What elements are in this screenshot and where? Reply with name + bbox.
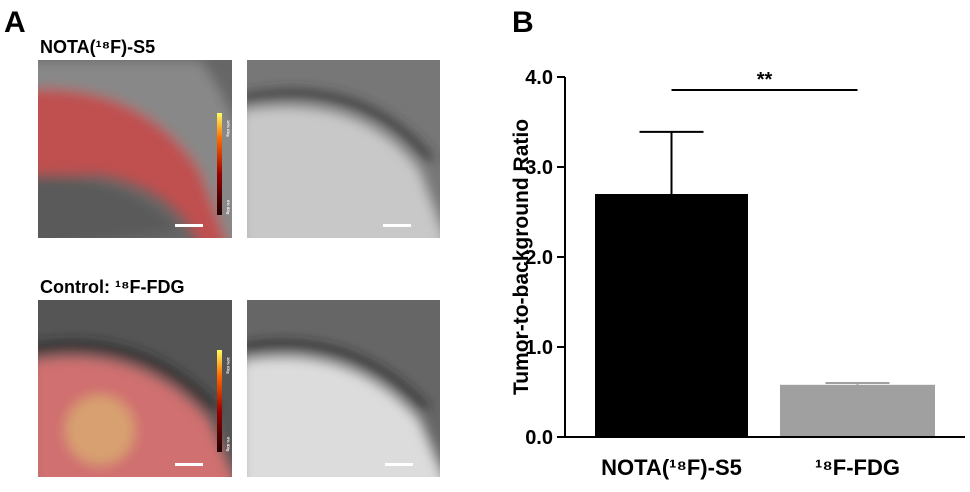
row-title: NOTA(¹⁸F)-S5 (40, 37, 155, 57)
y-tick-label: 0.0 (525, 427, 553, 449)
chart: B Tumor-to-background Ratio 0.0 1.0 2.0 3.0 4.… (510, 6, 965, 480)
row-title: Control: ¹⁸F-FDG (40, 277, 184, 297)
pet-image (38, 60, 232, 238)
bar (780, 384, 935, 437)
mr-image (247, 300, 440, 477)
y-tick-label: 2.0 (525, 247, 553, 269)
panel-label: A (4, 6, 26, 39)
x-tick-label: ¹⁸F-FDG (815, 455, 900, 480)
colorbar-label: 10% ID/g (226, 357, 231, 374)
x-tick-label: NOTA(¹⁸F)-S5 (601, 455, 742, 480)
y-axis-label: Tumor-to-background Ratio (510, 119, 533, 395)
colorbar-label: 0% ID/g (226, 200, 231, 215)
significance-label: ** (757, 69, 773, 91)
bar (595, 194, 748, 437)
panel-label: B (512, 6, 534, 39)
pet-image (38, 300, 232, 477)
y-tick-label: 3.0 (525, 157, 553, 179)
mr-image (247, 60, 440, 238)
y-tick-label: 1.0 (525, 337, 553, 359)
colorbar-label: 10% ID/g (226, 120, 231, 137)
y-tick-label: 4.0 (525, 67, 553, 89)
colorbar-label: 0% ID/g (226, 437, 231, 452)
